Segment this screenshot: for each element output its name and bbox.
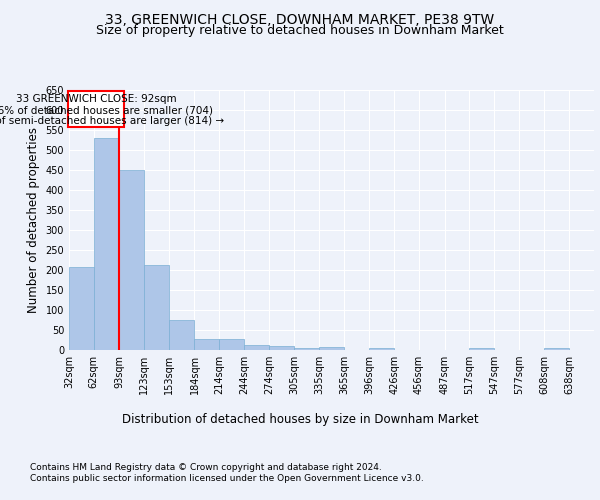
Text: Size of property relative to detached houses in Downham Market: Size of property relative to detached ho… — [96, 24, 504, 37]
Text: 33, GREENWICH CLOSE, DOWNHAM MARKET, PE38 9TW: 33, GREENWICH CLOSE, DOWNHAM MARKET, PE3… — [106, 12, 494, 26]
Bar — [370, 348, 394, 350]
Text: ← 46% of detached houses are smaller (704): ← 46% of detached houses are smaller (70… — [0, 105, 213, 115]
Text: Contains public sector information licensed under the Open Government Licence v3: Contains public sector information licen… — [30, 474, 424, 483]
Bar — [169, 320, 194, 350]
Bar — [319, 347, 344, 350]
Bar — [244, 345, 269, 350]
Bar — [269, 346, 293, 350]
Y-axis label: Number of detached properties: Number of detached properties — [27, 127, 40, 313]
Text: Contains HM Land Registry data © Crown copyright and database right 2024.: Contains HM Land Registry data © Crown c… — [30, 462, 382, 471]
Bar — [69, 267, 94, 350]
Text: Distribution of detached houses by size in Downham Market: Distribution of detached houses by size … — [122, 412, 478, 426]
Text: 33 GREENWICH CLOSE: 92sqm: 33 GREENWICH CLOSE: 92sqm — [16, 94, 176, 104]
Bar — [119, 170, 144, 350]
Bar — [94, 138, 119, 350]
Text: 53% of semi-detached houses are larger (814) →: 53% of semi-detached houses are larger (… — [0, 116, 224, 126]
Bar — [194, 339, 219, 350]
FancyBboxPatch shape — [68, 91, 124, 127]
Bar — [544, 348, 569, 350]
Bar — [219, 339, 244, 350]
Bar — [469, 348, 494, 350]
Bar — [144, 265, 169, 350]
Bar — [295, 348, 319, 350]
